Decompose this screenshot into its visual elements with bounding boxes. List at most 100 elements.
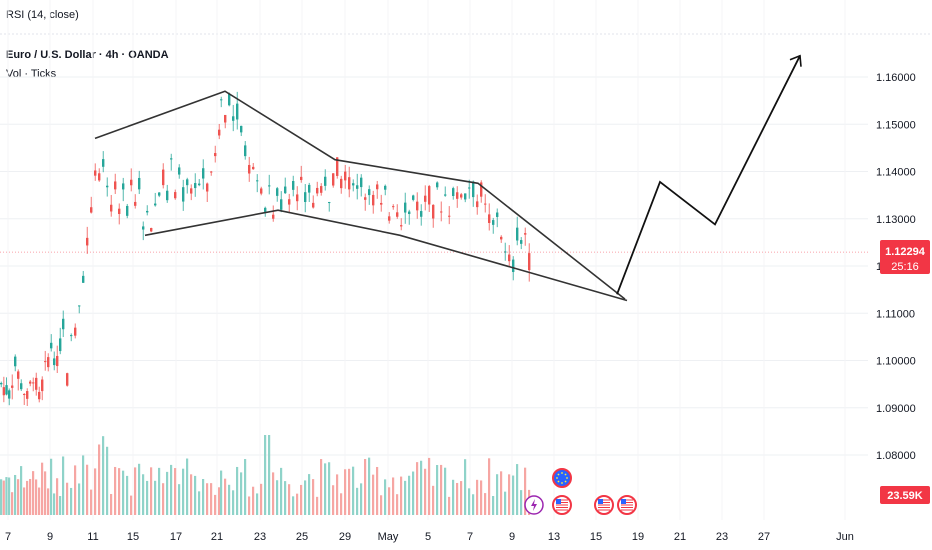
volume-bar: [11, 492, 14, 515]
candle-body: [452, 188, 455, 197]
candle-body: [82, 275, 85, 283]
us-flag-canton: [598, 499, 603, 504]
candle-body: [440, 211, 443, 213]
time-axis[interactable]: 7 9 11 15 17 21 23 25 29 May 5 7 9 13 15 19 21 23 27 Jun: [5, 531, 854, 543]
candle-body: [114, 181, 117, 190]
volume-bar: [86, 464, 89, 515]
volume-bar: [98, 444, 101, 515]
candle-body: [456, 192, 459, 199]
candle-body: [404, 202, 407, 213]
volume-bar: [5, 477, 8, 515]
price-badge-countdown: 25:16: [891, 261, 919, 273]
volume-bar: [364, 459, 367, 515]
volume-bar: [20, 466, 23, 515]
candle-body: [174, 192, 177, 199]
volume-bar: [194, 475, 197, 515]
volume-bar: [146, 480, 149, 515]
volume-bar: [444, 467, 447, 515]
volume-bar: [332, 485, 335, 515]
volume-bar: [472, 494, 475, 515]
candle-body: [122, 183, 125, 190]
candle-body: [328, 202, 331, 204]
euro-star: [556, 477, 558, 479]
candle-body: [256, 180, 259, 182]
price-tick-label: 1.14000: [876, 167, 916, 179]
volume-bar: [340, 493, 343, 515]
candle-body: [56, 355, 59, 367]
candle-body: [102, 159, 105, 167]
candle-body: [352, 183, 355, 186]
time-tick-label: 23: [254, 531, 266, 543]
candle-body: [110, 204, 113, 212]
volume-bar: [280, 467, 283, 515]
volume-bar: [66, 482, 69, 515]
candle-body: [508, 254, 511, 262]
volume-bar: [468, 488, 471, 515]
volume-bar: [224, 478, 227, 515]
euro-star: [561, 482, 563, 484]
us-flag-canton: [556, 499, 561, 504]
candle-body: [134, 201, 137, 206]
volume-bar: [38, 487, 41, 515]
candle-body: [20, 383, 23, 390]
candle-body: [296, 194, 299, 202]
candle-body: [47, 357, 50, 368]
candle-body: [340, 178, 343, 189]
candle-body: [320, 186, 323, 193]
candle-body: [284, 186, 287, 194]
candle-body: [252, 166, 255, 170]
candle-body: [86, 237, 89, 246]
volume-bar: [240, 472, 243, 515]
candle-body: [448, 215, 451, 217]
candle-body: [476, 201, 479, 208]
volume-bar: [126, 475, 129, 515]
candle-body: [62, 318, 65, 330]
candle-body: [408, 211, 411, 215]
candle-body: [90, 207, 93, 213]
candle-body: [74, 327, 77, 336]
candle-body: [232, 116, 235, 121]
arrow-head: [789, 54, 802, 67]
volume-bar: [496, 474, 499, 515]
price-tick-label: 1.08000: [876, 450, 916, 462]
volume-bar: [252, 486, 255, 515]
candle-body: [400, 225, 403, 227]
volume-bar: [23, 487, 26, 515]
us-flag-icon: [617, 495, 637, 515]
candle-body: [44, 361, 47, 363]
candle-body: [142, 226, 145, 230]
candle-body: [118, 208, 121, 214]
symbol-title[interactable]: Euro / U.S. Dollar · 4h · OANDA: [6, 49, 169, 61]
candle-body: [162, 169, 165, 186]
volume-bar: [174, 468, 177, 515]
candle-body: [38, 391, 41, 400]
volume-bar: [220, 470, 223, 515]
lightning-bolt: [531, 499, 537, 511]
candle-body: [236, 103, 239, 120]
candle-body: [23, 394, 26, 396]
time-tick-label: 23: [716, 531, 728, 543]
volume-bar: [352, 466, 355, 515]
time-tick-label: May: [378, 531, 399, 543]
volume-bar: [516, 464, 519, 515]
volume-bar: [368, 457, 371, 515]
candle-body: [206, 183, 209, 192]
candle-body: [210, 171, 213, 173]
candle-body: [214, 153, 217, 157]
candle-body: [26, 391, 29, 399]
candle-body: [154, 203, 157, 206]
candle-body: [260, 188, 263, 194]
candle-body: [2, 387, 6, 396]
volume-bar: [122, 470, 125, 515]
volume-bar: [480, 480, 483, 515]
candle-body: [126, 205, 129, 216]
volume-bar: [228, 484, 231, 515]
candle-body: [244, 145, 247, 157]
candle-body: [240, 125, 243, 133]
candle-body: [41, 379, 44, 392]
volume-bar: [256, 493, 259, 515]
candle-body: [35, 377, 38, 390]
candle-body: [500, 236, 503, 240]
volume-bar: [448, 496, 451, 515]
